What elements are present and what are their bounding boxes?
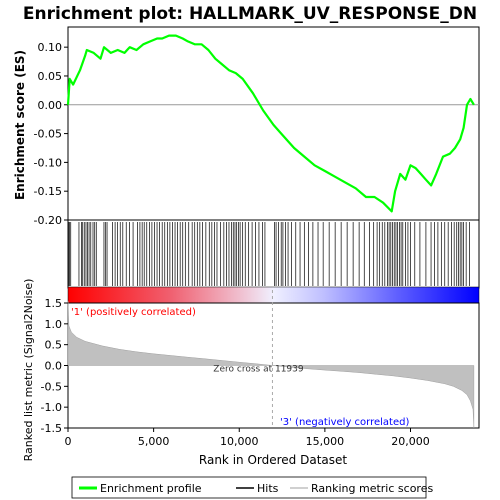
zero-cross-label: Zero cross at 11939	[213, 365, 304, 375]
metric-y-tick-label: -1.5	[41, 422, 62, 435]
es-line-series	[66, 34, 475, 213]
legend: Enrichment profile Hits Ranking metric s…	[71, 476, 433, 499]
metric-y-ticks: 1.5 1.0 0.5 0.0 -0.5 -1.0 -1.5	[41, 297, 68, 435]
metric-area-shape	[67, 300, 475, 429]
legend-label-ranking: Ranking metric scores	[311, 482, 433, 495]
es-y-tick-label: -0.20	[34, 214, 62, 227]
x-tick-label: 20,000	[391, 435, 430, 448]
x-tick-label: 0	[65, 435, 72, 448]
negative-correlation-label: '3' (negatively correlated)	[280, 417, 409, 428]
hits-panel	[67, 219, 480, 304]
x-axis: 0 5,000 10,000 15,000 20,000	[65, 428, 430, 448]
es-y-tick-label: 0.00	[38, 99, 63, 112]
es-y-tick-label: 0.05	[38, 70, 63, 83]
chart-title: Enrichment plot: HALLMARK_UV_RESPONSE_DN	[23, 4, 477, 24]
es-y-ticks: 0.10 0.05 0.00 -0.05 -0.10 -0.15 -0.20	[34, 41, 68, 227]
metric-y-tick-label: 0.5	[45, 339, 63, 352]
x-tick-label: 10,000	[220, 435, 259, 448]
hit-lines	[68, 222, 470, 286]
metric-y-tick-label: -0.5	[41, 380, 62, 393]
metric-y-tick-label: 0.0	[45, 360, 63, 373]
enrichment-score-panel: 0.10 0.05 0.00 -0.05 -0.10 -0.15 -0.20 Enrichm…	[13, 26, 480, 227]
es-y-axis-label: Enrichment score (ES)	[13, 50, 27, 200]
es-y-tick-label: -0.15	[34, 185, 62, 198]
metric-y-tick-label: -1.0	[41, 401, 62, 414]
es-y-tick-label: -0.05	[34, 128, 62, 141]
ranked-metric-panel: 1.5 1.0 0.5 0.0 -0.5 -1.0 -1.5 Zero cross at 1…	[22, 279, 480, 462]
metric-y-tick-label: 1.5	[45, 297, 63, 310]
metric-y-tick-label: 1.0	[45, 318, 63, 331]
x-tick-label: 15,000	[306, 435, 345, 448]
x-axis-label: Rank in Ordered Dataset	[199, 453, 347, 467]
legend-label-enrichment: Enrichment profile	[100, 482, 202, 495]
rank-gradient-bar	[67, 286, 480, 304]
es-line-group	[66, 34, 475, 213]
positive-correlation-label: '1' (positively correlated)	[71, 307, 196, 318]
metric-area-group	[67, 300, 475, 429]
x-tick-label: 5,000	[138, 435, 170, 448]
es-y-tick-label: 0.10	[38, 41, 63, 54]
es-y-tick-label: -0.10	[34, 156, 62, 169]
legend-label-hits: Hits	[257, 482, 279, 495]
metric-y-axis-label: Ranked list metric (Signal2Noise)	[22, 279, 35, 462]
